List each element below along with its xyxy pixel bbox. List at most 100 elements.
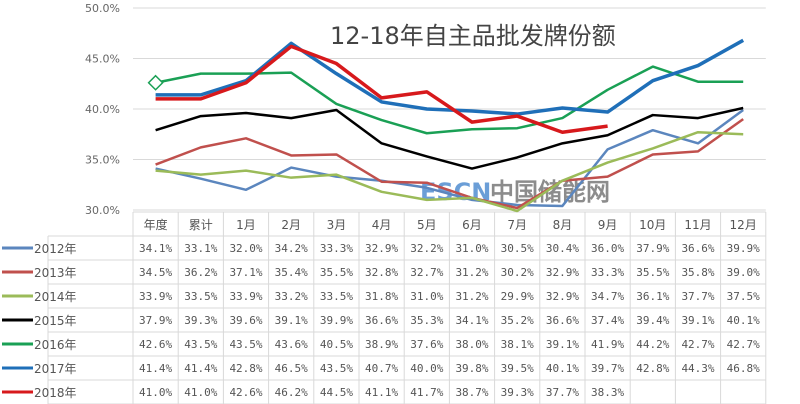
data-label: 37.9% [636,242,669,255]
data-label: 34.2% [275,242,308,255]
data-label: 30.5% [501,242,534,255]
data-label: 34.5% [139,266,172,279]
data-label: 36.6% [681,242,714,255]
data-label: 44.2% [636,338,669,351]
data-label: 32.2% [410,242,443,255]
data-label: 41.0% [139,386,172,399]
data-label: 36.2% [184,266,217,279]
series-line-2015年 [155,106,744,170]
x-tick-label: 累计 [189,218,213,232]
data-label: 38.1% [501,338,534,351]
data-label: 34.1% [139,242,172,255]
data-label: 35.8% [681,266,714,279]
series-line-2017年 [155,38,745,116]
data-label: 35.5% [320,266,353,279]
y-tick-label: 45.0% [85,53,120,66]
data-label: 32.7% [410,266,443,279]
data-label: 33.3% [320,242,353,255]
x-tick-label: 9月 [598,218,618,232]
data-label: 39.1% [546,338,579,351]
x-tick-label: 1月 [236,218,256,232]
data-label: 37.4% [591,314,624,327]
data-label: 42.8% [636,362,669,375]
x-tick-label: 3月 [327,218,347,232]
data-label: 36.0% [591,242,624,255]
data-label: 33.3% [591,266,624,279]
data-label: 34.1% [455,314,488,327]
data-label: 36.1% [636,290,669,303]
data-label: 46.5% [275,362,308,375]
data-label: 31.0% [455,242,488,255]
data-label: 30.2% [501,266,534,279]
data-label: 42.7% [681,338,714,351]
x-tick-label: 6月 [462,218,482,232]
data-label: 42.8% [229,362,262,375]
data-label: 35.5% [636,266,669,279]
legend-label: 2017年 [34,362,77,376]
data-label: 39.1% [275,314,308,327]
x-tick-label: 11月 [684,218,711,232]
data-label: 37.5% [727,290,760,303]
data-label: 46.8% [727,362,760,375]
data-label: 43.6% [275,338,308,351]
legend-label: 2013年 [34,266,77,280]
data-label: 36.6% [365,314,398,327]
data-label: 31.0% [410,290,443,303]
data-label: 32.8% [365,266,398,279]
data-label: 42.7% [727,338,760,351]
data-label: 37.9% [139,314,172,327]
data-label: 32.9% [546,266,579,279]
data-label: 33.1% [184,242,217,255]
data-label: 44.3% [681,362,714,375]
legend-label: 2016年 [34,338,77,352]
data-label: 39.8% [455,362,488,375]
data-label: 32.9% [546,290,579,303]
data-label: 39.4% [636,314,669,327]
data-label: 33.9% [229,290,262,303]
data-label: 39.5% [501,362,534,375]
x-tick-label: 10月 [639,218,666,232]
data-label: 41.9% [591,338,624,351]
data-label: 42.6% [139,338,172,351]
y-tick-label: 40.0% [85,103,120,116]
data-label: 30.4% [546,242,579,255]
data-label: 39.0% [727,266,760,279]
x-tick-label: 5月 [417,218,437,232]
legend-label: 2015年 [34,314,77,328]
data-label: 38.3% [591,386,624,399]
data-label: 37.1% [229,266,262,279]
data-label: 40.7% [365,362,398,375]
x-tick-label: 12月 [730,218,757,232]
series-line-2012年 [155,109,744,208]
data-label: 35.2% [501,314,534,327]
data-label: 43.5% [229,338,262,351]
data-label: 39.7% [591,362,624,375]
watermark-text: 中国储能网 [490,178,610,206]
chart-title: 12-18年自主品批发牌份额 [330,22,616,50]
data-label: 36.6% [546,314,579,327]
selected-point-marker [147,74,164,91]
data-label: 46.2% [275,386,308,399]
data-label: 33.2% [275,290,308,303]
x-tick-label: 8月 [553,218,573,232]
data-label: 37.6% [410,338,443,351]
data-label: 31.2% [455,290,488,303]
data-label: 39.1% [681,314,714,327]
data-label: 43.5% [184,338,217,351]
data-label: 42.6% [229,386,262,399]
data-label: 39.3% [184,314,217,327]
data-label: 31.8% [365,290,398,303]
data-label: 41.7% [410,386,443,399]
data-label: 32.0% [229,242,262,255]
data-label: 40.1% [546,362,579,375]
data-label: 38.7% [455,386,488,399]
x-tick-label: 2月 [281,218,301,232]
data-label: 33.9% [139,290,172,303]
data-label: 39.6% [229,314,262,327]
data-label: 35.4% [275,266,308,279]
data-label: 40.5% [320,338,353,351]
series-line-2013年 [155,118,744,210]
series-line-2016年 [155,65,744,135]
